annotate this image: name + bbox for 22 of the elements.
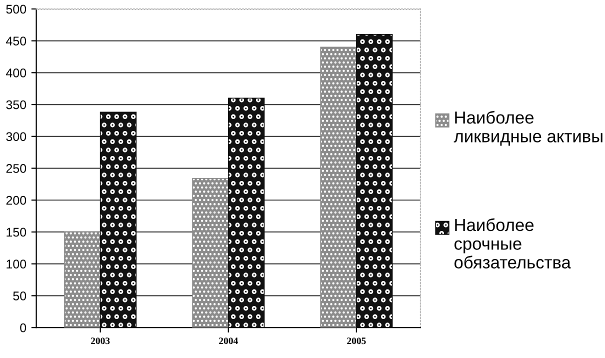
bar xyxy=(320,46,357,328)
y-tick-label: 250 xyxy=(6,164,26,173)
x-tick-label: 2003 xyxy=(91,338,110,344)
bar xyxy=(100,112,137,328)
y-tick-label: 300 xyxy=(6,132,26,142)
x-tick-label: 2005 xyxy=(347,338,366,344)
legend-label: Наиболее ликвидные активы xyxy=(454,110,602,146)
y-tick-label: 400 xyxy=(6,68,26,78)
legend-label: Наиболее срочные обязательства xyxy=(454,218,571,269)
bar xyxy=(64,232,101,328)
y-tick-label: 200 xyxy=(6,196,26,205)
bar xyxy=(192,178,229,328)
y-tick-label: 0 xyxy=(20,323,26,332)
y-tick-label: 450 xyxy=(6,36,26,46)
y-tick-label: 150 xyxy=(6,228,26,237)
y-tick-label: 50 xyxy=(13,292,26,300)
y-tick-label: 500 xyxy=(6,4,26,14)
bar xyxy=(356,34,393,328)
bar xyxy=(228,98,265,328)
y-tick-label: 350 xyxy=(6,100,26,110)
y-tick-label: 100 xyxy=(6,260,26,268)
x-tick-label: 2004 xyxy=(219,338,238,344)
